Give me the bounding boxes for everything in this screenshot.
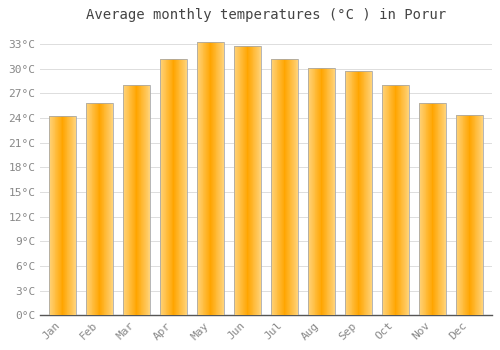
- Bar: [48, 117, 76, 315]
- Bar: [382, 85, 409, 315]
- Bar: [86, 103, 114, 315]
- Bar: [308, 68, 336, 315]
- Bar: [122, 85, 150, 315]
- Bar: [234, 46, 262, 315]
- Bar: [418, 103, 446, 315]
- Bar: [456, 115, 483, 315]
- Bar: [160, 59, 188, 315]
- Bar: [270, 59, 298, 315]
- Bar: [344, 71, 372, 315]
- Bar: [196, 42, 224, 315]
- Title: Average monthly temperatures (°C ) in Porur: Average monthly temperatures (°C ) in Po…: [86, 8, 446, 22]
